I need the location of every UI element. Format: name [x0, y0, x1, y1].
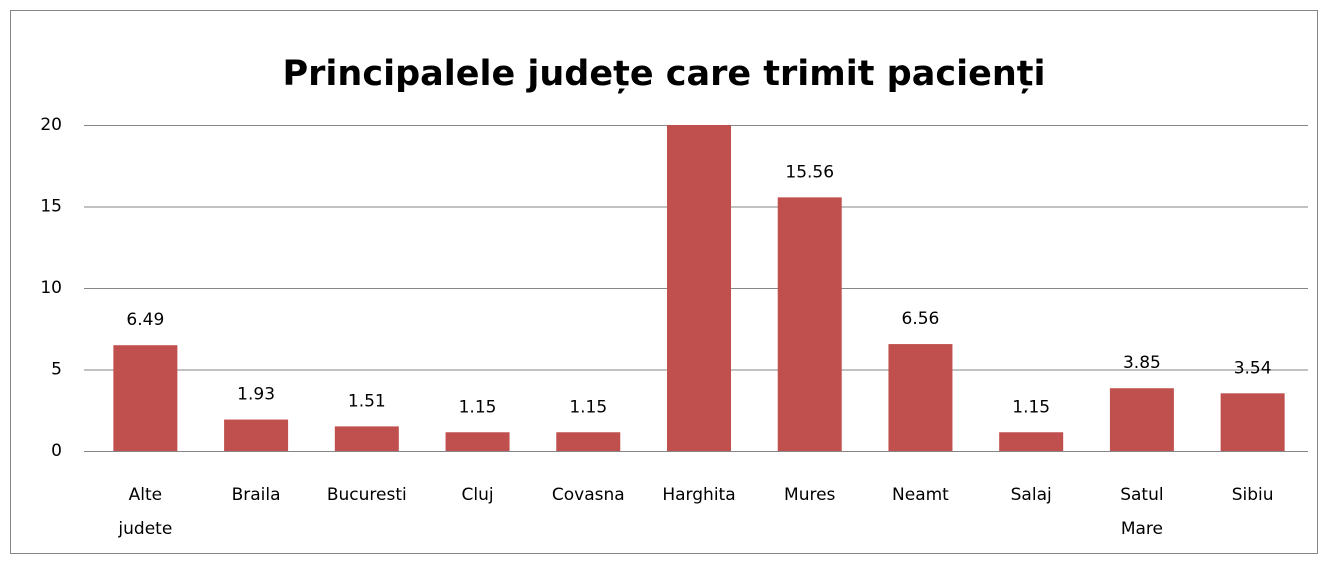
bar — [888, 344, 953, 451]
bar — [1109, 388, 1174, 451]
data-label: 3.54 — [1234, 358, 1272, 378]
plot-area: 6.491.931.511.151.152015.566.561.153.853… — [113, 125, 1285, 451]
bar — [224, 419, 289, 451]
y-tick-label: 15 — [40, 197, 62, 217]
x-tick-label: Bucuresti — [327, 485, 407, 505]
data-label: 1.15 — [569, 397, 607, 417]
bar — [999, 432, 1064, 451]
x-tick-label: Harghita — [662, 485, 735, 505]
x-tick-label: Neamt — [892, 485, 949, 505]
x-tick-label: Sibiu — [1232, 485, 1274, 505]
x-tick-label: Cluj — [461, 485, 493, 505]
data-label: 6.49 — [126, 310, 164, 330]
chart-title: Principalele județe care trimit pacienți — [283, 54, 1046, 94]
bar — [777, 197, 842, 451]
y-tick-label: 5 — [51, 360, 62, 380]
bar — [667, 125, 731, 451]
data-label: 3.85 — [1123, 353, 1161, 373]
bar — [334, 426, 399, 451]
x-tick-label: Mures — [784, 485, 836, 505]
data-label: 15.56 — [785, 162, 834, 182]
data-label: 1.93 — [237, 385, 275, 405]
chart-frame — [10, 10, 1318, 554]
data-label: 6.56 — [902, 309, 940, 329]
data-label: 1.15 — [1012, 397, 1050, 417]
data-label: 1.51 — [348, 391, 386, 411]
x-tick-label: Salaj — [1011, 485, 1052, 505]
x-tick-label: Alte judete — [117, 485, 172, 539]
bar — [445, 432, 510, 451]
y-tick-label: 0 — [51, 441, 62, 461]
bar — [556, 432, 621, 451]
data-label: 1.15 — [459, 397, 497, 417]
y-tick-label: 20 — [40, 115, 62, 135]
bar — [113, 345, 178, 451]
bar — [1220, 393, 1285, 451]
y-tick-label: 10 — [40, 278, 62, 298]
x-tick-label: Covasna — [552, 485, 625, 505]
x-tick-label: Braila — [232, 485, 281, 505]
x-tick-label: Satul Mare — [1120, 485, 1163, 539]
